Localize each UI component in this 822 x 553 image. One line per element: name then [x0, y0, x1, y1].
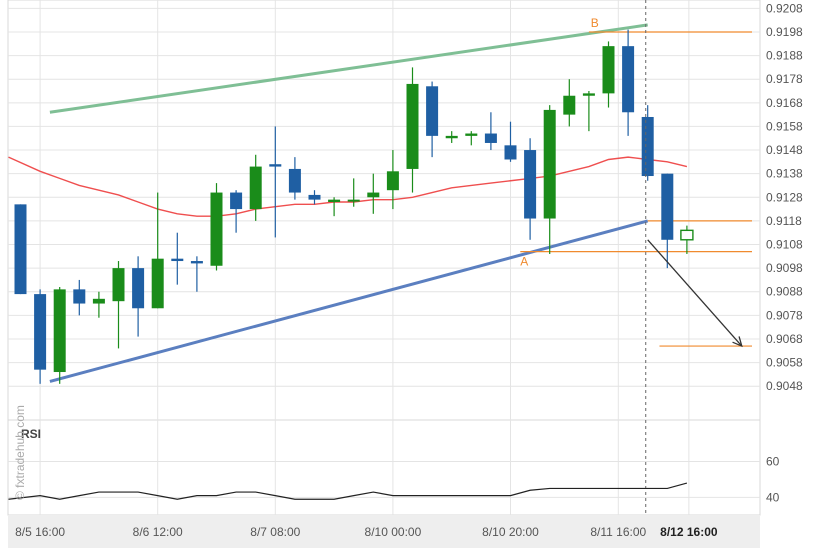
candle-body	[406, 83, 419, 169]
candle-body	[543, 109, 556, 219]
candle-body	[582, 93, 595, 96]
projection-arrowhead	[732, 336, 743, 348]
candle-body	[53, 289, 66, 373]
candle-body	[132, 268, 145, 309]
candle-body	[249, 166, 262, 210]
candle-body	[680, 229, 694, 241]
candle-body	[367, 192, 380, 198]
time-tick-label: 8/7 08:00	[250, 525, 300, 539]
candle-body	[484, 133, 497, 143]
time-axis-band	[8, 515, 760, 548]
price-tick-label: 0.9098	[766, 261, 803, 275]
time-tick-label: 8/10 20:00	[482, 525, 539, 539]
price-tick-label: 0.9048	[766, 379, 803, 393]
level-label-B: B	[591, 16, 599, 30]
projection-arrow	[647, 239, 743, 348]
projection-line	[647, 239, 743, 347]
level-label-A: A	[520, 255, 528, 269]
candle-body	[347, 199, 360, 202]
candle-body	[171, 258, 184, 262]
candle-body	[328, 199, 341, 202]
candle-body	[190, 261, 203, 264]
candle-body	[524, 150, 537, 219]
candle-body	[622, 46, 635, 113]
upper-channel-line	[49, 23, 648, 114]
price-tick-label: 0.9188	[766, 49, 803, 63]
price-tick-label: 0.9088	[766, 285, 803, 299]
candle-body	[230, 192, 243, 210]
candle-body	[386, 171, 399, 191]
price-tick-label: 0.9208	[766, 1, 803, 15]
candle-body	[641, 116, 654, 177]
rsi-panel	[8, 482, 688, 500]
time-tick-label: 8/10 00:00	[365, 525, 422, 539]
rsi-tick-label: 60	[766, 455, 780, 469]
price-tick-label: 0.9058	[766, 356, 803, 370]
price-tick-label: 0.9168	[766, 96, 803, 110]
candle-body	[73, 289, 86, 304]
candle-body	[269, 164, 282, 167]
lower-channel-line	[49, 219, 649, 383]
price-tick-label: 0.9158	[766, 119, 803, 133]
rsi-axis-labels: 60 40	[766, 455, 780, 505]
candle-body	[563, 95, 576, 115]
candle-body	[504, 145, 517, 160]
candles	[14, 29, 694, 384]
candle-body	[34, 294, 47, 370]
candle-body	[426, 86, 439, 136]
candle-body	[445, 135, 458, 139]
candle-body	[210, 192, 223, 266]
candle-body	[288, 168, 301, 193]
moving-average	[8, 156, 688, 217]
rsi-line	[8, 482, 688, 500]
candle-body	[465, 133, 478, 136]
candle-body	[92, 298, 105, 304]
candle-body	[151, 258, 164, 309]
price-tick-label: 0.9128	[766, 190, 803, 204]
price-axis-labels: 0.9208 0.9198 0.9188 0.9178 0.9168 0.9158 0.91…	[766, 1, 803, 393]
price-tick-label: 0.9138	[766, 167, 803, 181]
rsi-label: RSI	[21, 427, 41, 441]
price-tick-label: 0.9198	[766, 25, 803, 39]
time-tick-label: 8/12 16:00	[660, 525, 718, 539]
rsi-tick-label: 40	[766, 490, 780, 504]
time-tick-label: 8/6 12:00	[133, 525, 183, 539]
candle-body	[112, 268, 125, 302]
time-tick-label: 8/5 16:00	[15, 525, 65, 539]
candle-body	[14, 204, 27, 295]
candle-body	[308, 194, 321, 200]
watermark: © fxtradehub.com	[13, 405, 27, 500]
trend-lines	[49, 23, 649, 383]
plot-border	[7, 0, 761, 516]
price-tick-label: 0.9068	[766, 332, 803, 346]
time-axis: 8/5 16:00 8/6 12:00 8/7 08:00 8/10 00:00 8/1…	[8, 515, 760, 548]
price-tick-label: 0.9108	[766, 238, 803, 252]
time-tick-label: 8/11 16:00	[590, 525, 646, 539]
grid	[7, 0, 761, 516]
price-tick-label: 0.9078	[766, 308, 803, 322]
price-tick-label: 0.9148	[766, 143, 803, 157]
candle-body	[602, 46, 615, 94]
price-tick-label: 0.9118	[766, 214, 802, 228]
candle-body	[661, 173, 674, 240]
moving-average-line	[8, 156, 688, 217]
price-tick-label: 0.9178	[766, 72, 803, 86]
